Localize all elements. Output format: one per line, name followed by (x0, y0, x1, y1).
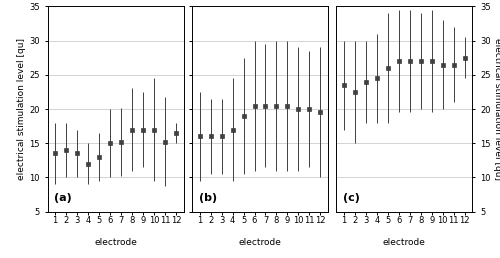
Y-axis label: electrical stimulation level [qu]: electrical stimulation level [qu] (18, 38, 26, 180)
Text: electrode: electrode (238, 238, 282, 247)
Text: electrode: electrode (383, 238, 426, 247)
Text: (c): (c) (343, 193, 360, 203)
Text: electrode: electrode (94, 238, 137, 247)
Y-axis label: electrical stimulation level [qu]: electrical stimulation level [qu] (493, 38, 500, 180)
Text: (b): (b) (198, 193, 217, 203)
Text: (a): (a) (54, 193, 72, 203)
